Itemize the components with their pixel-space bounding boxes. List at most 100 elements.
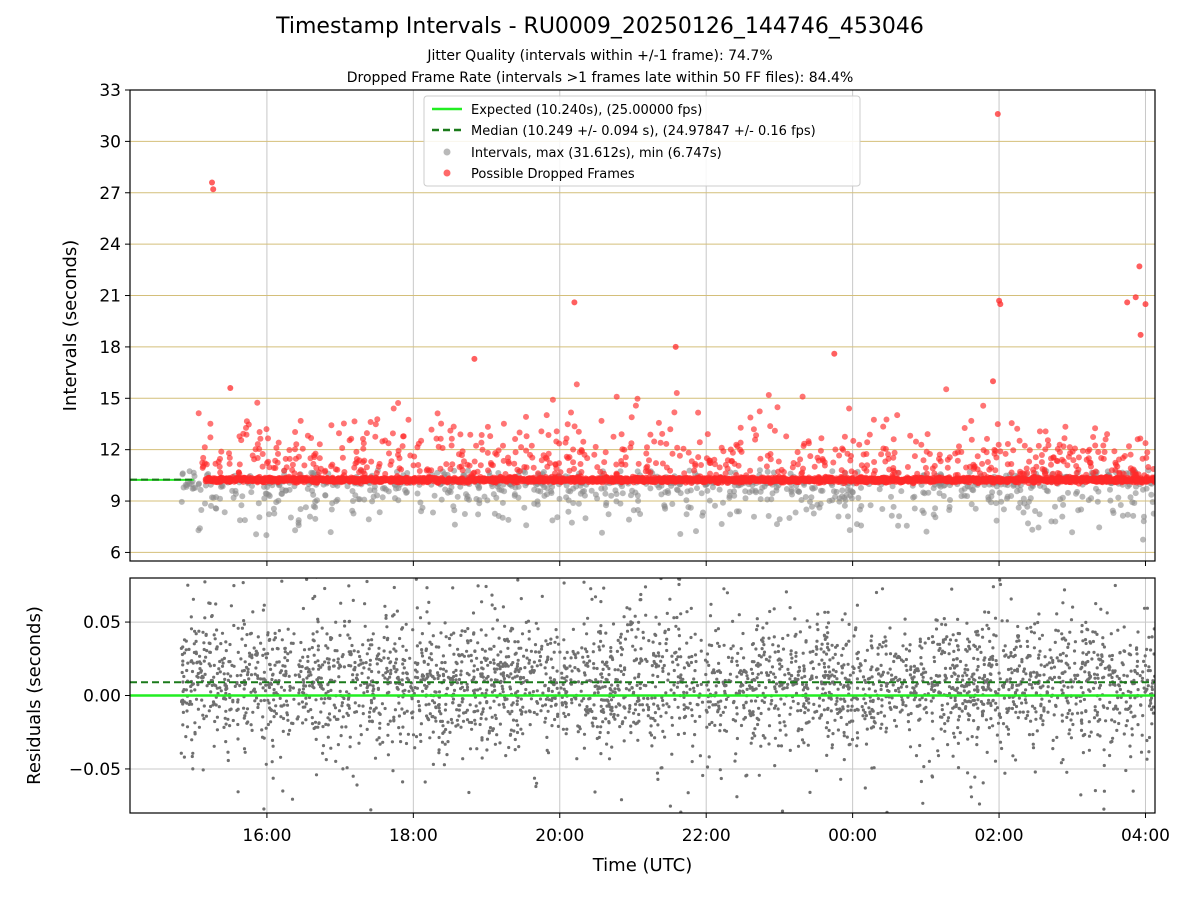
dropped-frame-point xyxy=(310,475,317,482)
interval-point xyxy=(647,485,654,492)
interval-point xyxy=(896,513,903,520)
dropped-frame-point xyxy=(806,478,813,485)
interval-point xyxy=(473,496,480,502)
dropped-frame-point xyxy=(363,430,370,437)
interval-point xyxy=(438,496,445,503)
interval-point xyxy=(1043,487,1050,494)
interval-point xyxy=(826,497,833,504)
dropped-frame-point xyxy=(621,446,628,453)
dropped-frame-point xyxy=(914,470,921,477)
dropped-frame-point xyxy=(512,436,519,442)
interval-point xyxy=(890,503,897,510)
dropped-frame-point xyxy=(1038,459,1045,466)
dropped-frame-point xyxy=(420,478,427,484)
interval-point xyxy=(940,493,947,499)
dropped-frame-point xyxy=(643,450,650,457)
interval-point xyxy=(395,497,402,504)
interval-point xyxy=(629,487,636,494)
dropped-frame-point xyxy=(794,449,801,456)
interval-point xyxy=(521,504,528,511)
residual-point xyxy=(951,663,955,667)
dropped-frame-point xyxy=(416,468,423,474)
interval-point xyxy=(687,487,694,494)
dropped-frame-point xyxy=(1102,436,1109,443)
dropped-frame-point xyxy=(437,435,444,442)
legend-entry: Expected (10.240s), (25.00000 fps) xyxy=(471,103,702,118)
dropped-frame-point xyxy=(644,463,651,470)
dropped-frame-point xyxy=(757,455,764,462)
interval-point xyxy=(1095,488,1102,495)
interval-point xyxy=(1130,512,1137,519)
interval-point xyxy=(1074,488,1081,495)
dropped-frame-point xyxy=(199,464,206,471)
dropped-frame-point xyxy=(995,477,1002,484)
interval-point xyxy=(256,514,263,521)
dropped-frame-point xyxy=(805,440,812,447)
dropped-frame-point xyxy=(1116,470,1123,477)
dropped-frame-point xyxy=(894,412,901,419)
dropped-frame-point xyxy=(995,441,1002,448)
dropped-frame-point xyxy=(360,445,367,452)
legend-box xyxy=(423,95,861,187)
interval-point xyxy=(919,507,926,514)
dropped-frame-point xyxy=(944,464,951,471)
dropped-frame-point xyxy=(255,476,262,483)
interval-point xyxy=(230,494,237,501)
dropped-frame-point xyxy=(1032,454,1039,461)
interval-point xyxy=(192,484,199,491)
dropped-frame-point xyxy=(489,462,496,469)
dropped-frame-point xyxy=(622,454,629,461)
dropped-frame-point xyxy=(647,431,654,438)
residual-point xyxy=(460,700,464,704)
interval-point xyxy=(733,508,740,515)
dropped-frame-point xyxy=(871,467,878,474)
residual-point xyxy=(416,661,420,666)
dropped-frame-point xyxy=(924,431,931,438)
dropped-frame-point xyxy=(299,477,306,483)
intervals-ylabel: Intervals (seconds) xyxy=(60,240,81,412)
interval-point xyxy=(854,521,860,528)
interval-point xyxy=(1059,494,1066,501)
dropped-frame-point xyxy=(356,457,363,464)
interval-point xyxy=(202,500,208,507)
residual-point xyxy=(804,683,809,687)
dropped-frame-point xyxy=(743,472,750,479)
dropped-frame-point xyxy=(596,476,603,483)
dropped-frame-point xyxy=(1010,447,1017,454)
interval-point xyxy=(1004,493,1011,500)
dropped-frame-point xyxy=(203,476,210,482)
dropped-frame-point xyxy=(339,454,346,461)
dropped-frame-outlier xyxy=(990,378,996,385)
dropped-frame-point xyxy=(510,476,516,483)
dropped-frame-point xyxy=(1030,479,1037,485)
dropped-frame-point xyxy=(956,443,962,450)
dropped-frame-point xyxy=(275,439,282,446)
dropped-frame-point xyxy=(292,475,299,482)
interval-point xyxy=(466,496,472,503)
dropped-frame-point xyxy=(1060,443,1067,450)
dropped-frame-point xyxy=(931,462,938,469)
dropped-frame-point xyxy=(568,409,574,416)
dropped-frame-point xyxy=(655,419,662,426)
interval-point xyxy=(1075,507,1082,514)
dropped-frame-outlier xyxy=(1137,331,1144,338)
dropped-frame-point xyxy=(756,408,763,415)
dropped-frame-point xyxy=(645,468,652,475)
residual-point xyxy=(585,705,589,709)
interval-point xyxy=(727,488,733,495)
dropped-frame-point xyxy=(217,469,224,476)
interval-point xyxy=(1060,501,1067,508)
interval-point xyxy=(686,467,693,474)
residual-point xyxy=(857,665,861,670)
dropped-frame-point xyxy=(1143,454,1150,461)
dropped-frame-point xyxy=(659,430,666,437)
dropped-frame-point xyxy=(292,446,298,453)
dropped-frame-point xyxy=(943,386,950,393)
interval-point xyxy=(879,506,886,512)
interval-point xyxy=(312,515,319,522)
interval-point xyxy=(677,531,684,537)
dropped-frame-point xyxy=(390,405,397,412)
dropped-frame-point xyxy=(1073,463,1080,469)
dropped-frame-point xyxy=(763,463,770,470)
